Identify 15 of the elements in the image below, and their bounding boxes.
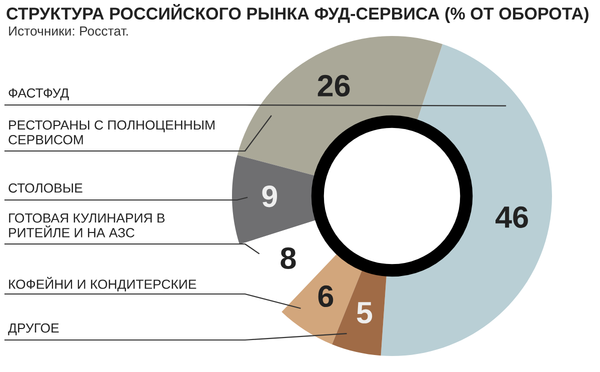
slice-label: ДРУГОЕ	[8, 323, 59, 336]
data-label: 5	[356, 302, 372, 324]
data-label: 6	[318, 285, 334, 308]
chart-subtitle: Источники: Росстат.	[9, 26, 128, 36]
data-label: 26	[318, 74, 350, 97]
data-label: 8	[280, 247, 296, 270]
data-label: 46	[496, 206, 528, 228]
slice-label: КОФЕЙНИ И КОНДИТЕРСКИЕ	[9, 276, 196, 292]
slice-label: РЕСТОРАНЫ С ПОЛНОЦЕННЫМ СЕРВИСОМ	[8, 120, 214, 144]
chart-title: СТРУКТУРА РОССИЙСКОГО РЫНКА ФУД-СЕРВИСА (% ОТ ОБОРОТА)	[6, 4, 588, 23]
slice-label: ФАСТФУД	[8, 88, 69, 100]
data-label: 9	[262, 186, 278, 208]
slice-label: СТОЛОВЫЕ	[8, 183, 82, 193]
slice-label: ГОТОВАЯ КУЛИНАРИЯ В РИТЕЙЛЕ И НА АЗС	[9, 213, 165, 238]
donut-slice	[380, 44, 552, 356]
